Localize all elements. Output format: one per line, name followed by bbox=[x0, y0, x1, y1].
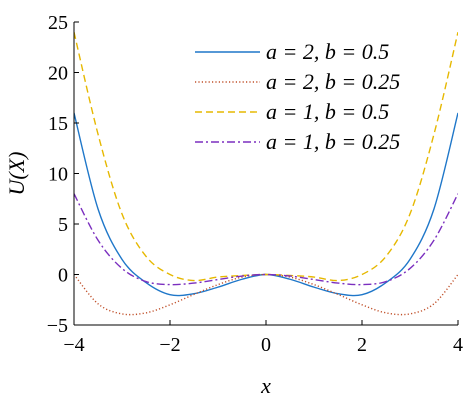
y-tick-label: 25 bbox=[48, 12, 68, 34]
ticks-layer: −4 −2 0 2 4 −5 0 5 10 15 20 25 bbox=[47, 12, 463, 356]
x-tick-label: −2 bbox=[159, 334, 180, 356]
x-tick-label: 0 bbox=[261, 334, 271, 356]
y-tick-label: 5 bbox=[58, 214, 68, 236]
legend-label-3: a = 1, b = 0.5 bbox=[266, 99, 389, 124]
y-tick-label: −5 bbox=[47, 315, 68, 337]
axes-layer bbox=[73, 22, 458, 326]
legend-label-1: a = 2, b = 0.5 bbox=[266, 39, 389, 64]
x-axis-label: x bbox=[260, 373, 271, 398]
y-tick-label: 20 bbox=[48, 63, 68, 85]
legend: a = 2, b = 0.5 a = 2, b = 0.25 a = 1, b = … bbox=[195, 39, 400, 154]
x-tick-label: −4 bbox=[63, 334, 84, 356]
y-axis-label: U(X) bbox=[4, 152, 29, 196]
series-layer bbox=[74, 31, 458, 316]
y-tick-label: 10 bbox=[48, 164, 68, 186]
series-line-2 bbox=[74, 273, 458, 316]
series-line-3 bbox=[74, 31, 458, 282]
x-tick-label: 4 bbox=[453, 334, 463, 356]
y-tick-label: 15 bbox=[48, 113, 68, 135]
y-tick-label: 0 bbox=[58, 265, 68, 287]
legend-label-2: a = 2, b = 0.25 bbox=[266, 69, 400, 94]
x-tick-label: 2 bbox=[357, 334, 367, 356]
legend-label-4: a = 1, b = 0.25 bbox=[266, 129, 400, 154]
